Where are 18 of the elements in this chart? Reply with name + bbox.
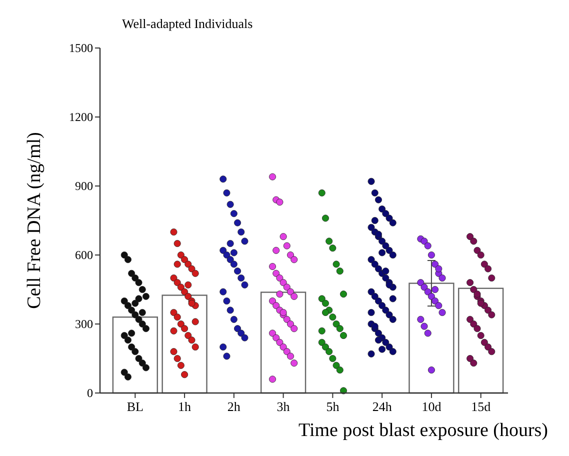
y-tick-label: 600: [75, 248, 93, 262]
y-tick-label: 900: [75, 179, 93, 194]
x-tick-label: BL: [126, 399, 144, 414]
chart-title: Well-adapted Individuals: [122, 16, 253, 31]
x-tick-label: 5h: [326, 399, 340, 414]
y-tick-label: 0: [87, 386, 93, 400]
y-tick-label: 1500: [69, 41, 93, 56]
y-tick-label: 300: [75, 317, 93, 332]
x-tick-label: 2h: [227, 399, 241, 414]
y-axis-title: Cell Free DNA (ng/ml): [24, 132, 45, 309]
x-tick-label: 1h: [178, 399, 192, 414]
x-tick-label: 15d: [471, 399, 492, 414]
bar: [408, 282, 454, 394]
y-tick-label: 1200: [69, 110, 93, 124]
x-tick-label: 10d: [422, 399, 442, 414]
x-tick-label: 3h: [276, 399, 290, 414]
x-tick-label: 24h: [372, 399, 392, 414]
x-axis-title: Time post blast exposure (hours): [298, 420, 548, 441]
